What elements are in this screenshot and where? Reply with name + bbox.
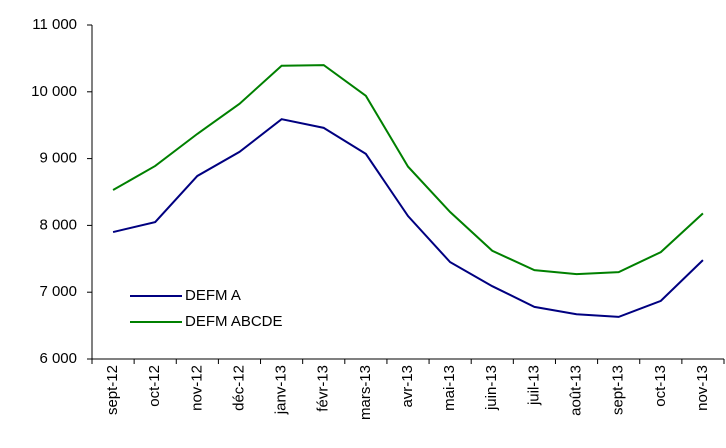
x-tick-label: août-13 — [568, 365, 585, 416]
x-tick-label: nov-13 — [694, 365, 711, 411]
x-tick-label: nov-12 — [188, 365, 205, 411]
data-line — [112, 118, 704, 318]
x-tick-label: avr-13 — [399, 365, 416, 408]
x-tick-label: sept-13 — [610, 365, 627, 415]
x-tick-label: déc-12 — [230, 365, 247, 411]
y-tick-label: 8 000 — [39, 216, 77, 233]
x-tick-label: mai-13 — [441, 365, 458, 411]
x-tick-label: juil-13 — [525, 365, 542, 406]
y-tick-label: 7 000 — [39, 283, 77, 300]
x-tick-label: oct-13 — [652, 365, 669, 407]
x-tick-label: janv-13 — [273, 365, 290, 415]
y-tick-label: 6 000 — [39, 350, 77, 367]
x-tick-label: juin-13 — [483, 365, 500, 411]
y-tick-label: 10 000 — [31, 83, 77, 100]
legend-label: DEFM A — [185, 287, 241, 304]
legend-label: DEFM ABCDE — [185, 313, 283, 330]
data-line — [112, 64, 704, 276]
x-tick-label: oct-12 — [146, 365, 163, 407]
x-tick-label: mars-13 — [357, 365, 374, 420]
y-tick-label: 11 000 — [32, 16, 77, 33]
x-tick-label: févr-13 — [315, 365, 332, 412]
x-tick-label: sept-12 — [104, 365, 121, 415]
y-tick-label: 9 000 — [39, 150, 77, 167]
